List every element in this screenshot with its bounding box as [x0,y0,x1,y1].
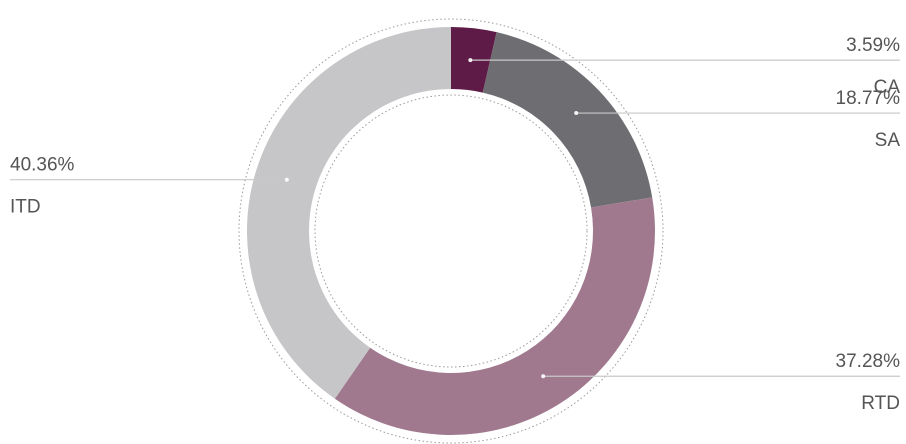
category-label-itd: ITD [10,197,41,218]
leader-dot-rtd [541,374,546,379]
category-label-rtd: RTD [861,393,900,414]
chart-slices [247,27,656,436]
slice-itd [247,27,451,399]
inner-guide-ring [314,94,588,368]
value-label-itd: 40.36% [10,155,75,176]
value-label-rtd: 37.28% [836,351,901,372]
leader-dot-sa [574,111,579,116]
category-label-ca: CA [874,77,901,98]
leader-dot-itd [284,177,289,182]
slice-sa [482,32,653,208]
leader-dot-ca [468,58,473,63]
slice-rtd [334,197,656,436]
outer-guide-ring [238,18,664,444]
value-label-ca: 3.59% [846,35,900,56]
category-label-sa: SA [875,130,901,151]
value-label-sa: 18.77% [836,88,901,109]
